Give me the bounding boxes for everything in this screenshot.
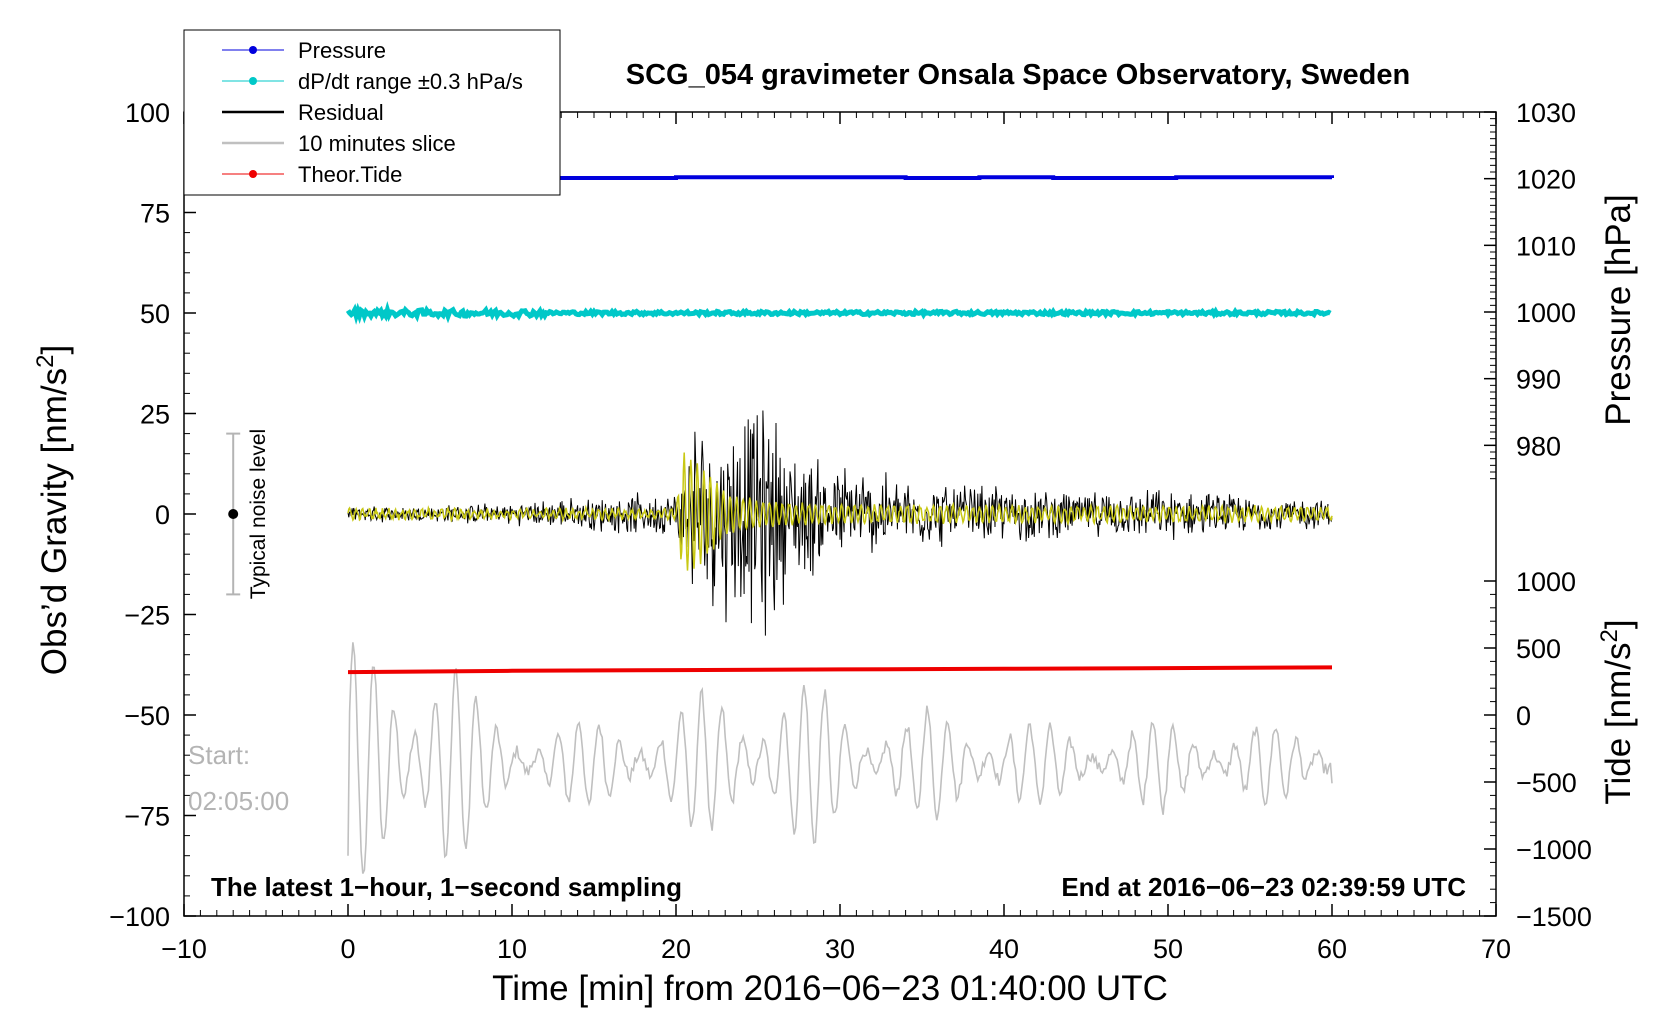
pressure-tick-label: 1020	[1516, 165, 1576, 195]
tide-tick-label: −1000	[1516, 835, 1592, 865]
pressure-axis-label: Pressure [hPa]	[1599, 194, 1638, 426]
series-dpdt	[345, 300, 1332, 325]
legend-label: Pressure	[298, 38, 386, 63]
pressure-tick-label: 990	[1516, 365, 1561, 395]
y-tick-label: 100	[125, 98, 170, 128]
y-tick-label: −25	[124, 601, 170, 631]
noise-bar-center-dot	[228, 509, 239, 519]
tide-axis-label-close: ]	[1599, 619, 1638, 629]
start-time: 02:05:00	[188, 786, 289, 816]
legend-label: Theor.Tide	[298, 162, 402, 187]
x-tick-label: 60	[1317, 934, 1347, 964]
series-10-minutes-slice	[347, 642, 1333, 874]
legend: Pressure dP/dt range ±0.3 hPa/s Residual 10…	[183, 29, 561, 196]
y-tick-label: −50	[124, 701, 170, 731]
x-axis-label: Time [min] from 2016−06−23 01:40:00 UTC	[492, 969, 1168, 1008]
y-axis-left: 100 75 50 25 0 −25 −50 −75 −100	[109, 98, 196, 932]
tide-tick-label: 500	[1516, 634, 1561, 664]
legend-marker	[249, 170, 257, 178]
pressure-tick-label: 1000	[1516, 298, 1576, 328]
x-tick-label: 10	[497, 934, 527, 964]
x-tick-label: 40	[989, 934, 1019, 964]
tide-tick-label: −1500	[1516, 902, 1592, 932]
series-pressure	[348, 175, 1334, 180]
sampling-note: The latest 1−hour, 1−second sampling	[211, 872, 682, 902]
plot-data-layer	[345, 175, 1334, 874]
end-time-note: End at 2016−06−23 02:39:59 UTC	[1061, 872, 1466, 902]
legend-marker	[249, 77, 257, 85]
tide-tick-label: −500	[1516, 768, 1577, 798]
start-label: Start:	[188, 740, 250, 770]
y-axis-left-label-close: ]	[35, 345, 74, 355]
tide-axis-label-sup: 2	[1596, 629, 1623, 642]
legend-label: dP/dt range ±0.3 hPa/s	[298, 69, 523, 94]
y-tick-label: 75	[140, 199, 170, 229]
x-tick-label: 50	[1153, 934, 1183, 964]
tide-tick-label: 0	[1516, 701, 1531, 731]
series-residual	[347, 410, 1333, 636]
y-axis-right-tide: 1000 500 0 −500 −1000 −1500	[1484, 567, 1592, 932]
y-axis-right-pressure: 1030 1020 1010 1000 990 980	[1484, 98, 1576, 480]
tide-tick-label: 1000	[1516, 567, 1576, 597]
y-tick-label: 25	[140, 400, 170, 430]
y-tick-label: −100	[109, 902, 170, 932]
x-tick-label: −10	[161, 934, 207, 964]
legend-label: Residual	[298, 100, 384, 125]
y-tick-label: 0	[155, 500, 170, 530]
x-tick-label: 30	[825, 934, 855, 964]
legend-label: 10 minutes slice	[298, 131, 456, 156]
x-tick-label: 0	[340, 934, 355, 964]
pressure-tick-label: 980	[1516, 431, 1561, 461]
tide-axis-label: Tide [nm/s2]	[1596, 619, 1639, 804]
pressure-tick-label: 1030	[1516, 98, 1576, 128]
y-axis-left-label: Obs’d Gravity [nm/s2]	[32, 345, 75, 675]
tide-axis-label-text: Tide [nm/s	[1599, 643, 1638, 805]
x-tick-label: 70	[1481, 934, 1511, 964]
y-axis-left-label-text: Obs’d Gravity [nm/s	[35, 368, 74, 675]
pressure-tick-label: 1010	[1516, 231, 1576, 261]
noise-level-indicator	[226, 432, 241, 596]
x-axis: −10 0 10 20 30 40 50 60 70	[161, 112, 1511, 964]
legend-marker	[249, 46, 257, 54]
x-tick-label: 20	[661, 934, 691, 964]
noise-level-label: Typical noise level	[247, 429, 270, 599]
series-residual-filtered	[347, 452, 1333, 571]
y-tick-label: 50	[140, 299, 170, 329]
series-theor-tide	[347, 665, 1333, 675]
y-axis-left-label-sup: 2	[32, 355, 59, 368]
chart-title: SCG_054 gravimeter Onsala Space Observat…	[626, 59, 1410, 91]
y-tick-label: −75	[124, 802, 170, 832]
